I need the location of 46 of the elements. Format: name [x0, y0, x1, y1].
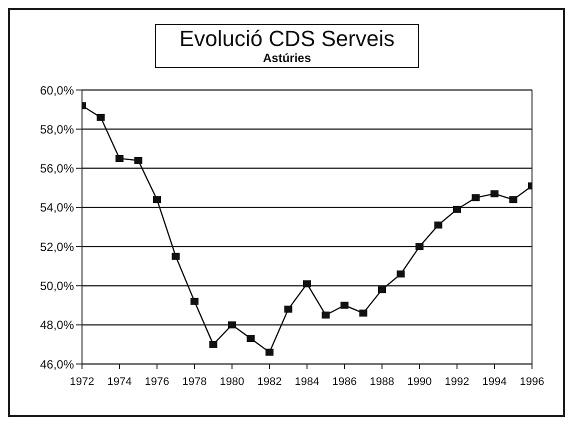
y-tick-label: 54,0% [40, 200, 74, 215]
point [396, 270, 405, 278]
x-tick-label: 1986 [332, 376, 357, 388]
y-tick-label: 46,0% [40, 357, 74, 372]
x-tick-label: 1978 [182, 376, 207, 388]
x-tick-label: 1976 [144, 376, 170, 388]
point [96, 114, 105, 121]
y-tick-label: 56,0% [40, 162, 74, 176]
point [266, 348, 274, 356]
point [472, 194, 480, 202]
x-tick-label: 1990 [407, 376, 432, 388]
y-tick-label: 58,0% [40, 122, 74, 136]
point [228, 321, 236, 328]
point [416, 243, 424, 250]
x-tick-label: 1982 [257, 376, 282, 388]
x-tick-label: 1984 [294, 376, 320, 388]
y-tick-label: 60,0% [40, 83, 74, 98]
chart-subtitle: Astúries [262, 51, 312, 65]
point [434, 222, 442, 229]
point [453, 206, 461, 213]
point [284, 306, 292, 313]
point [490, 190, 498, 198]
point [378, 286, 386, 294]
point [116, 155, 124, 162]
x-tick-label: 1972 [70, 376, 94, 388]
x-tick-label: 1988 [370, 376, 394, 388]
y-tick-label: 48,0% [40, 318, 74, 332]
point [190, 298, 198, 305]
x-tick-label: 1980 [220, 376, 244, 388]
point [322, 312, 330, 319]
chart-title: Evolució CDS Serveis [178, 26, 396, 51]
x-tick-label: 1994 [482, 376, 507, 388]
point [509, 196, 518, 204]
point [209, 340, 218, 348]
point [153, 196, 161, 204]
point [134, 156, 142, 164]
point [246, 335, 255, 342]
point [359, 310, 368, 317]
y-tick-label: 52,0% [40, 240, 74, 254]
x-tick-label: 1974 [107, 376, 132, 388]
point [303, 280, 311, 288]
y-tick-label: 50,0% [40, 278, 74, 293]
x-tick-label: 1996 [520, 376, 544, 388]
point [172, 252, 180, 260]
point [340, 302, 348, 309]
x-tick-label: 1992 [444, 376, 470, 388]
